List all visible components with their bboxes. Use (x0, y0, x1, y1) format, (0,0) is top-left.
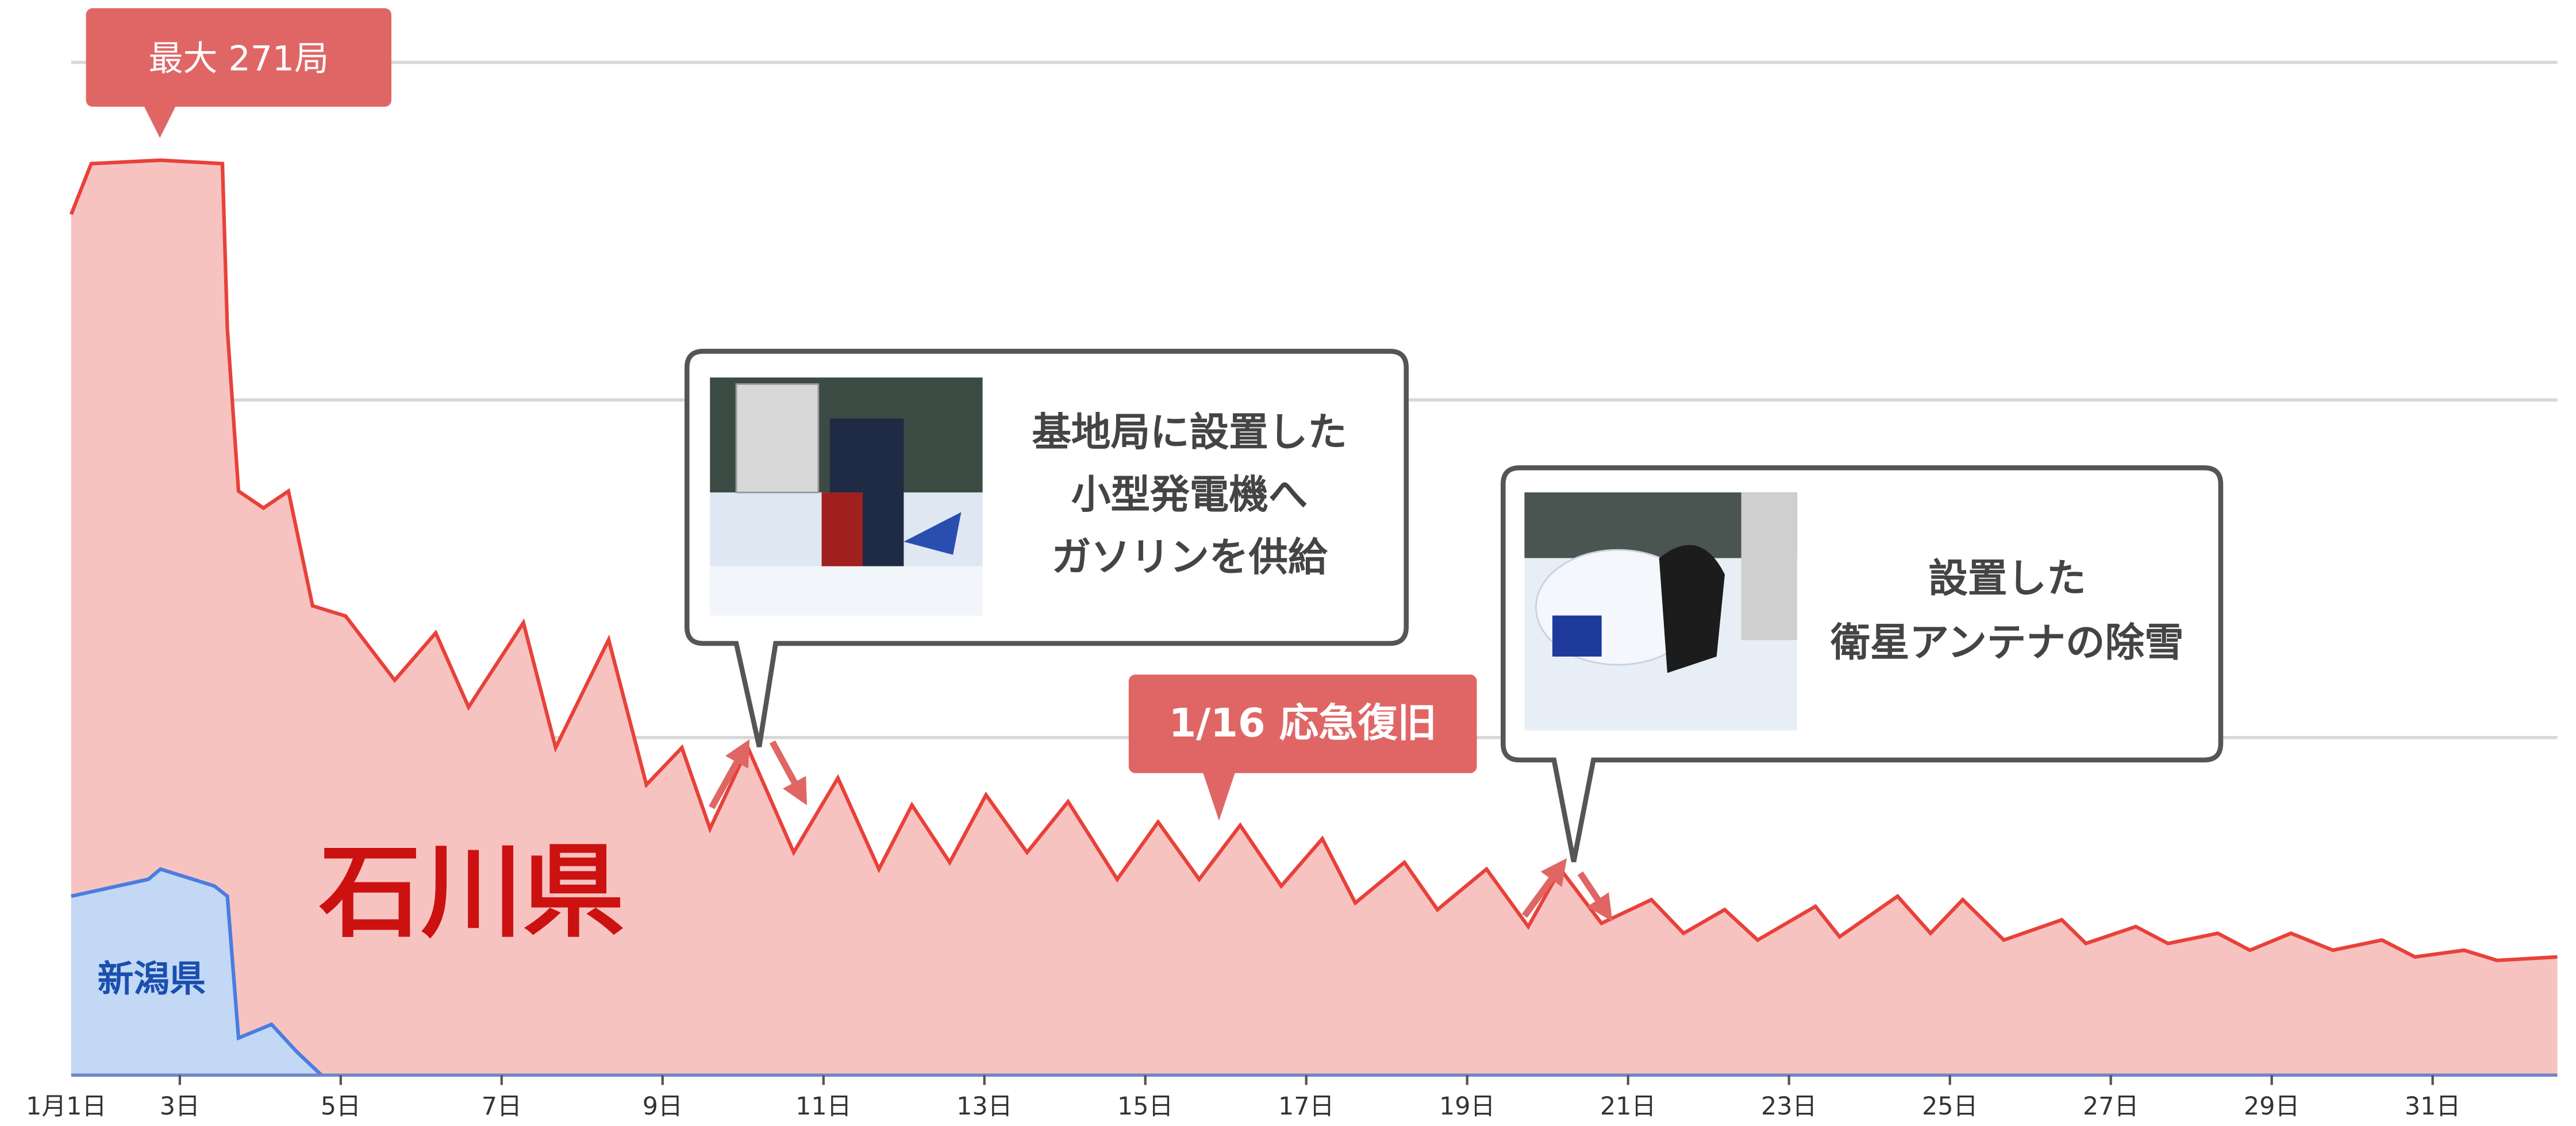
photo (1524, 492, 1797, 731)
x-tick-label: 11日 (795, 1092, 851, 1121)
series-label: 石川県 (319, 833, 624, 951)
callout: 基地局に設置した 小型発電機へ ガソリンを供給 (685, 349, 1409, 747)
annotation-box (1128, 674, 1477, 773)
x-tick-label: 25日 (1922, 1092, 1978, 1121)
x-tick-label: 9日 (643, 1092, 683, 1121)
callout: 設置した 衛星アンテナの除雪 (1501, 465, 2224, 862)
area (71, 160, 2558, 1075)
x-axis: 1月1日 3日 5日 7日 9日 11日 13日 15日 17日 19日 21日 23日 25日 27日 2… (26, 1073, 2558, 1121)
callout-text: ガソリンを供給 (1052, 534, 1328, 580)
line (69, 158, 2558, 962)
photo (710, 377, 983, 616)
x-tick-label: 23日 (1761, 1092, 1817, 1121)
callout-text: 衛星アンテナの除雪 (1830, 620, 2183, 666)
line (71, 867, 323, 1077)
annotation-text: 1/16 応急復旧 (1169, 700, 1437, 746)
x-tick-label: 13日 (956, 1092, 1012, 1121)
x-tick-label: 15日 (1117, 1092, 1173, 1121)
annotation-box (86, 8, 392, 107)
x-tick-label: 7日 (482, 1092, 522, 1121)
callout-text: 小型発電機へ (1071, 472, 1308, 518)
callout-text: 基地局に設置した (1032, 410, 1347, 456)
x-tick-label: 29日 (2244, 1092, 2300, 1121)
arrow (1577, 871, 1613, 921)
x-tick-label: 1月1日 (26, 1092, 106, 1121)
annotation-text: 最大 271局 (148, 38, 329, 79)
plot (69, 158, 2558, 1077)
x-tick-label: 27日 (2083, 1092, 2139, 1121)
peak-annotation: 最大 271局 (86, 8, 392, 138)
arrow (709, 739, 750, 809)
x-tick-label: 5日 (321, 1092, 361, 1121)
recovery-annotation: 1/16 応急復旧 (1128, 674, 1477, 821)
x-tick-label: 17日 (1278, 1092, 1334, 1121)
x-tick-label: 19日 (1439, 1092, 1495, 1121)
x-tick-label: 31日 (2405, 1092, 2460, 1121)
arrows (709, 739, 1613, 921)
series-label: 新潟県 (98, 958, 206, 1000)
callout-text: 設置した (1928, 556, 2086, 601)
x-tick-label: 21日 (1600, 1092, 1656, 1121)
annotation-pointer (143, 105, 176, 138)
annotation-pointer (1202, 771, 1236, 821)
arrow (1521, 858, 1567, 918)
arrow (769, 740, 808, 805)
area (71, 869, 322, 1075)
x-tick-label: 3日 (160, 1092, 200, 1121)
